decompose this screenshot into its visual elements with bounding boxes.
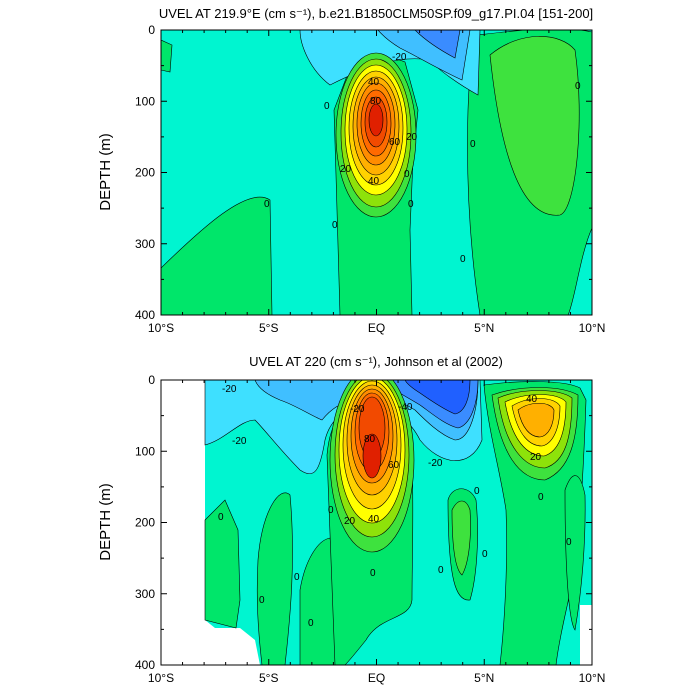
contour-field-bottom [204,380,592,665]
contour-label: -20 [392,52,407,63]
contour-label: 0 [264,199,270,210]
y-tick-label: 0 [148,23,155,37]
x-tick-label: EQ [368,321,385,335]
contour-label: 0 [575,81,581,92]
contour-label: 20 [530,452,542,463]
contour-labels-top: -20 40 80 60 20 20 40 0 0 0 0 0 0 0 0 [264,52,581,265]
contour-label: 0 [408,199,414,210]
chart-title-top: UVEL AT 219.9°E (cm s⁻¹), b.e21.B1850CLM… [159,6,593,21]
contour-field-top [161,30,592,315]
x-tick-label: 5°S [259,671,278,685]
contour-label: 60 [389,137,401,148]
contour-label: -20 [350,404,365,415]
contour-label: -20 [222,384,237,395]
y-tick-label: 200 [135,516,155,530]
contour-label: 0 [328,505,334,516]
contour-label: 40 [368,77,380,88]
y-tick-label: 100 [135,94,155,108]
chart-title-bottom: UVEL AT 220 (cm s⁻¹), Johnson et al (200… [249,354,503,369]
contour-label: 0 [566,537,572,548]
y-tick-label: 300 [135,237,155,251]
y-tick-label: 400 [135,658,155,672]
contour-label: 0 [438,565,444,576]
contour-label: 0 [470,139,476,150]
contour-label: 20 [340,164,352,175]
x-tick-label: 10°N [579,321,606,335]
contour-label: 0 [218,512,224,523]
contour-label: 0 [294,572,300,583]
contour-label: 0 [538,492,544,503]
contour-label: -40 [398,402,413,413]
x-tick-label: 10°N [579,671,606,685]
contour-label: 40 [368,176,380,187]
contour-label: 0 [404,169,410,180]
contour-label: 40 [526,394,538,405]
contour-label: 80 [370,96,382,107]
x-tick-label: 10°S [148,321,174,335]
x-tick-label: 5°S [259,321,278,335]
contour-label: 60 [388,460,400,471]
contour-label: 40 [368,514,380,525]
contour-label: 0 [259,595,265,606]
contour-label: 0 [370,568,376,579]
contour-label: 80 [364,434,376,445]
contour-label: 0 [474,486,480,497]
contour-label: -20 [428,458,443,469]
y-tick-label: 100 [135,444,155,458]
contour-label: 0 [482,549,488,560]
contour-labels-bottom: -20 -20 -40 80 -20 -20 40 20 60 20 40 0 … [218,384,572,629]
x-tick-label: EQ [368,671,385,685]
contour-label: 20 [344,516,356,527]
y-tick-label: 0 [148,373,155,387]
y-axis-label-bottom: DEPTH (m) [97,483,114,561]
y-tick-label: 400 [135,308,155,322]
contour-label: 20 [406,132,418,143]
x-tick-label: 5°N [474,321,494,335]
y-tick-label: 300 [135,587,155,601]
x-tick-label: 10°S [148,671,174,685]
contour-label: 0 [324,101,330,112]
x-tick-label: 5°N [474,671,494,685]
contour-label: 0 [308,618,314,629]
contour-label: 0 [460,254,466,265]
y-axis-label-top: DEPTH (m) [97,133,114,211]
contour-label: 0 [332,220,338,231]
y-tick-label: 200 [135,166,155,180]
contour-label: -20 [232,436,247,447]
